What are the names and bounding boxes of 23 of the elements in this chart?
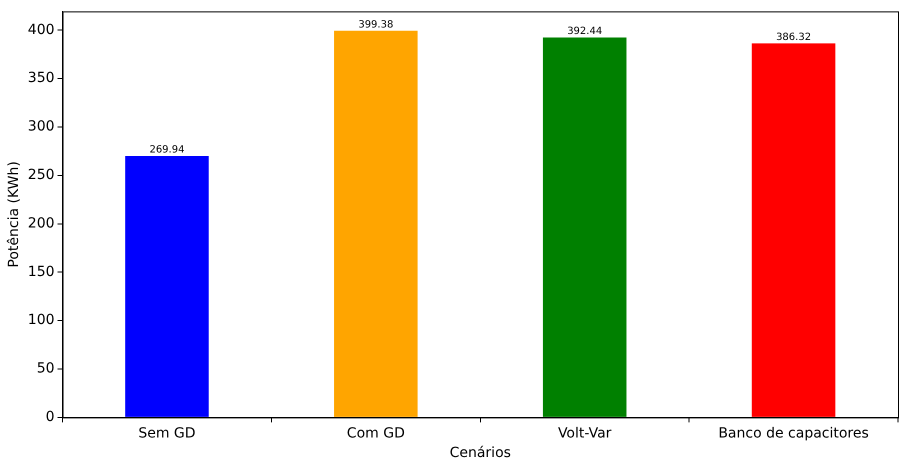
x-tick-label: Sem GD — [138, 425, 196, 442]
y-tick-label: 100 — [28, 312, 55, 328]
bar — [752, 43, 836, 417]
bar — [125, 156, 209, 417]
data-label: 392.44 — [567, 26, 602, 38]
data-label: 399.38 — [358, 19, 394, 30]
y-tick-label: 300 — [28, 118, 55, 135]
bar — [334, 30, 418, 417]
x-tick-label: Com GD — [346, 425, 405, 442]
y-tick-label: 200 — [28, 215, 55, 232]
y-tick-label: 50 — [36, 360, 55, 377]
bar — [542, 37, 626, 417]
x-tick-label: Banco de capacitores — [718, 425, 869, 442]
y-axis-title: Potência (KWh) — [6, 161, 22, 268]
data-label: 269.94 — [149, 144, 184, 156]
data-label: 386.32 — [776, 32, 812, 43]
y-tick-label: 150 — [28, 264, 55, 280]
y-tick-label: 400 — [28, 22, 55, 38]
y-tick-label: 250 — [28, 167, 55, 183]
y-tick-label: 0 — [46, 409, 55, 426]
x-axis-title: Cenários — [450, 445, 511, 462]
y-tick-label: 350 — [28, 70, 55, 86]
x-tick-label: Volt-Var — [558, 425, 612, 442]
